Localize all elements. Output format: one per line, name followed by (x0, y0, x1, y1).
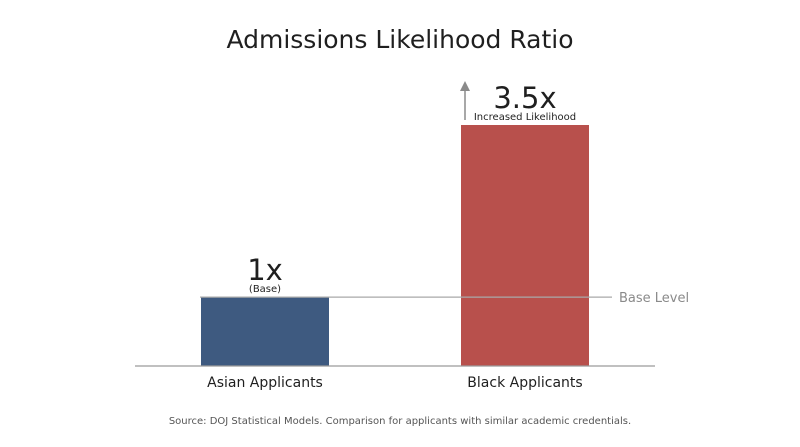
value-label-1: 1x (247, 253, 283, 287)
value-sublabel-1: (Base) (249, 284, 281, 295)
bar-2 (461, 125, 589, 366)
source-note: Source: DOJ Statistical Models. Comparis… (169, 416, 631, 427)
increase-arrow-icon (460, 81, 470, 120)
category-label-1: Asian Applicants (207, 375, 323, 391)
chart-title: Admissions Likelihood Ratio (226, 25, 573, 54)
bar-1 (201, 297, 329, 366)
bars (201, 125, 589, 366)
value-sublabel-2: Increased Likelihood (474, 112, 576, 123)
value-label-2: 3.5x (493, 81, 556, 115)
reference-line-label: Base Level (619, 291, 689, 306)
category-label-2: Black Applicants (467, 375, 582, 391)
